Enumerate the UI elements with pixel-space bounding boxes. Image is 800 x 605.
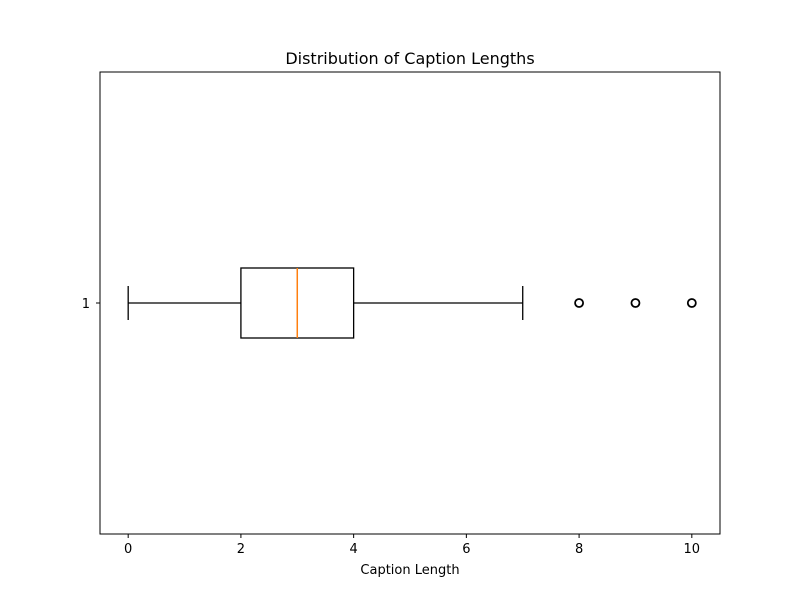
outlier-point (574, 298, 584, 308)
x-tick-label: 10 (684, 542, 701, 557)
boxplot-series (127, 267, 697, 339)
x-tick-label: 6 (462, 542, 470, 557)
y-tick-label: 1 (82, 297, 90, 312)
chart-title: Distribution of Caption Lengths (285, 49, 534, 68)
x-axis-label: Caption Length (360, 563, 459, 578)
outlier-point (630, 298, 641, 308)
x-axis: 0 2 4 6 8 10 (124, 534, 700, 557)
x-tick-label: 2 (237, 542, 245, 557)
x-tick-label: 0 (124, 542, 132, 557)
outlier-point (686, 298, 697, 308)
y-axis: 1 (82, 297, 100, 312)
x-tick-label: 4 (349, 542, 357, 557)
x-tick-label: 8 (575, 542, 583, 557)
